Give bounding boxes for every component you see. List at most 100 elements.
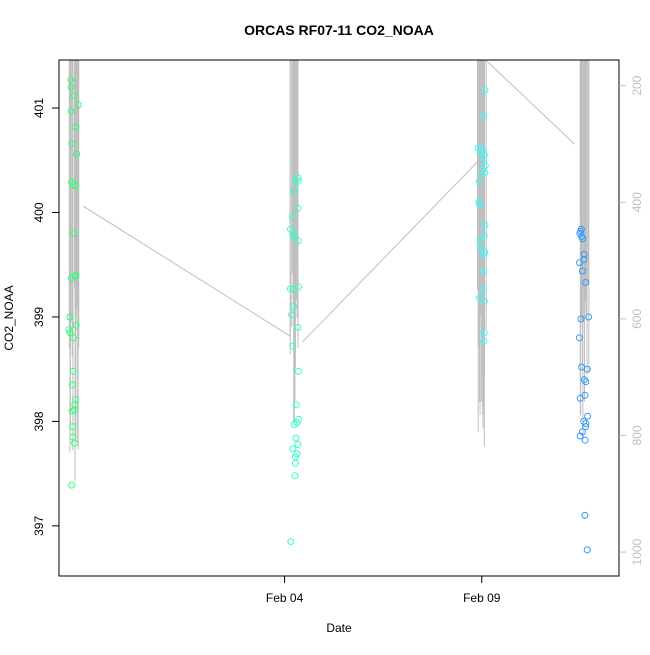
data-point (480, 329, 488, 337)
data-point (67, 107, 75, 115)
data-point (481, 86, 489, 94)
data-point (292, 434, 300, 442)
data-point (292, 459, 299, 467)
data-point (68, 481, 76, 489)
data-point (72, 321, 80, 329)
y-tick-label: 398 (32, 411, 46, 431)
secondary-y-tick-label: 1000 (630, 538, 644, 565)
data-point (585, 313, 593, 321)
data-point (476, 244, 484, 252)
data-point (480, 111, 488, 119)
data-point (582, 423, 590, 431)
secondary-y-tick-label: 200 (630, 75, 644, 95)
data-point (576, 394, 584, 402)
data-point (73, 150, 81, 158)
data-point (294, 204, 302, 212)
data-point (70, 92, 78, 99)
data-point (479, 286, 487, 294)
axes: 397 398 399 400 401 Feb 04 Feb 09 200 400 600 800 1… (32, 59, 644, 605)
data-point (66, 313, 74, 321)
data-point (480, 151, 488, 159)
data-point (480, 297, 488, 305)
data-point (476, 200, 484, 208)
data-point (475, 294, 483, 302)
data-point (579, 235, 587, 243)
data-point (71, 272, 79, 280)
altitude-transit-line (83, 205, 291, 337)
data-point (68, 178, 75, 186)
altitude-transit-line (301, 161, 479, 343)
data-point (69, 423, 77, 431)
data-point (578, 428, 586, 436)
data-point (582, 279, 590, 286)
secondary-y-tick-label: 600 (630, 309, 644, 329)
data-point (476, 237, 484, 245)
data-point (480, 337, 488, 345)
data-point (578, 267, 586, 275)
data-point (288, 311, 296, 319)
data-point (294, 237, 302, 245)
data-point (287, 538, 295, 545)
data-point (292, 401, 300, 409)
data-point (481, 162, 489, 169)
altitude-trace (68, 59, 590, 482)
data-point (294, 367, 302, 375)
data-point (583, 365, 591, 373)
data-point (290, 188, 298, 196)
data-point (480, 250, 488, 258)
data-point (71, 401, 79, 409)
data-point (70, 180, 78, 188)
secondary-y-tick-label: 800 (630, 425, 644, 445)
data-point (575, 334, 583, 342)
data-point (291, 472, 299, 480)
data-point (582, 420, 590, 427)
data-point (67, 83, 75, 91)
data-point (295, 283, 303, 291)
data-point (481, 169, 489, 177)
y-axis-label: CO2_NOAA (2, 285, 16, 350)
chart-title: ORCAS RF07-11 CO2_NOAA (244, 22, 434, 38)
secondary-y-tick-label: 400 (630, 192, 644, 212)
data-point (581, 511, 589, 519)
x-axis-label: Date (326, 621, 352, 635)
data-point (68, 140, 76, 148)
data-point (581, 436, 589, 444)
data-point (70, 229, 78, 237)
data-point (72, 182, 80, 190)
data-point (479, 267, 487, 275)
data-point (291, 177, 299, 185)
data-point (584, 412, 592, 420)
data-point (71, 439, 78, 447)
data-point (581, 391, 589, 399)
data-point (289, 303, 297, 310)
data-point (67, 76, 75, 84)
data-point (480, 232, 488, 239)
plot-frame (58, 59, 620, 577)
data-point (475, 177, 483, 185)
data-point (290, 286, 298, 294)
y-tick-label: 399 (32, 307, 46, 327)
y-tick-label: 397 (32, 516, 46, 536)
data-point (288, 213, 296, 221)
data-point (70, 334, 77, 342)
data-point (69, 433, 77, 441)
data-point (69, 367, 77, 375)
x-tick-label: Feb 04 (266, 591, 304, 605)
data-point (289, 445, 297, 453)
data-point (290, 233, 298, 240)
data-point (74, 101, 82, 109)
data-point (289, 342, 297, 350)
data-point (577, 315, 585, 323)
altitude-transit-line (485, 59, 575, 145)
data-point (72, 123, 80, 131)
data-point (576, 432, 584, 440)
data-point (68, 381, 76, 389)
data-point (67, 274, 75, 282)
data-point (68, 407, 76, 415)
data-point (580, 376, 588, 384)
data-point (582, 378, 590, 386)
data-point (66, 329, 74, 337)
data-point (294, 440, 302, 448)
